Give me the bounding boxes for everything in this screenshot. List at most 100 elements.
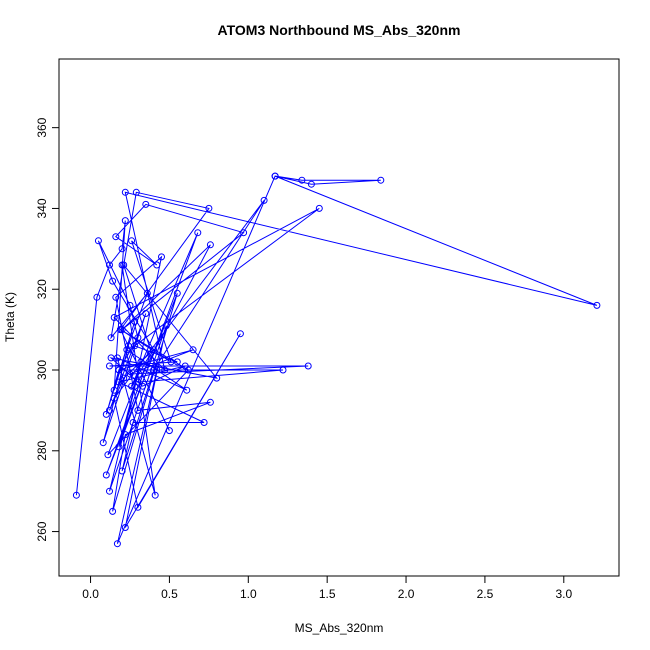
y-axis-label: Theta (K) [3, 292, 17, 342]
data-point [181, 362, 189, 370]
data-point [132, 188, 140, 196]
data-point [377, 176, 385, 184]
data-point [213, 374, 221, 382]
data-point [110, 386, 118, 394]
data-point [260, 196, 268, 204]
data-point [165, 427, 173, 435]
data-point [128, 382, 136, 390]
data-point [189, 346, 197, 354]
data-point [142, 310, 150, 317]
data-point [115, 366, 123, 374]
data-point [137, 358, 145, 366]
chart-title: ATOM3 Northbound MS_Abs_320nm [218, 22, 461, 38]
data-point [115, 378, 123, 386]
data-point [121, 188, 129, 196]
x-tick-label: 0.0 [82, 587, 99, 601]
data-point [183, 386, 191, 394]
data-point [121, 524, 129, 531]
plot-frame [58, 58, 620, 577]
data-point [99, 439, 107, 447]
data-point [113, 540, 121, 548]
data-point [118, 261, 126, 269]
data-point [150, 366, 158, 374]
data-point [134, 503, 142, 511]
data-point [118, 245, 126, 253]
data-point [104, 451, 112, 459]
data-point [158, 253, 165, 261]
data-point [147, 350, 154, 358]
series-points [72, 172, 601, 548]
data-point [93, 293, 101, 301]
y-tick-label: 360 [35, 117, 49, 137]
x-axis-label: MS_Abs_320nm [295, 621, 384, 635]
x-axis: 0.0 0.5 1.0 1.5 2.0 2.5 3.0 [82, 576, 572, 601]
data-point [106, 406, 113, 414]
data-point [118, 467, 126, 475]
x-tick-label: 0.5 [161, 587, 178, 601]
data-point [162, 322, 170, 330]
data-point [72, 491, 80, 499]
data-point [206, 241, 214, 249]
data-point [115, 443, 123, 451]
data-point [134, 378, 142, 386]
data-point [142, 200, 150, 208]
data-point [131, 318, 139, 325]
data-point [271, 172, 279, 180]
data-point [139, 382, 147, 390]
data-point [304, 362, 312, 370]
y-tick-label: 280 [35, 440, 49, 460]
data-point [167, 358, 175, 366]
data-point [205, 204, 213, 212]
data-point [107, 334, 115, 342]
x-tick-label: 1.0 [240, 587, 257, 601]
data-point [106, 487, 113, 495]
y-tick-label: 260 [35, 521, 49, 541]
y-axis: 260 280 300 320 340 360 [35, 117, 59, 542]
y-tick-label: 340 [35, 198, 49, 218]
data-point [307, 180, 315, 188]
data-point [236, 330, 244, 338]
data-point [126, 301, 134, 309]
data-point [109, 507, 117, 515]
data-point [120, 374, 128, 382]
data-point [134, 334, 142, 342]
data-point [121, 431, 129, 439]
data-point [298, 176, 306, 184]
data-point [131, 342, 139, 350]
data-point [112, 293, 120, 301]
series-lines [75, 175, 598, 544]
data-point [173, 289, 181, 297]
data-point [200, 419, 208, 426]
data-point [106, 362, 113, 370]
data-point [161, 366, 169, 374]
data-point [206, 398, 214, 406]
data-point [315, 204, 323, 212]
data-point [279, 366, 287, 374]
data-point [94, 237, 102, 245]
data-point [240, 229, 248, 237]
data-point [153, 366, 161, 374]
data-point [129, 419, 137, 426]
data-point [110, 314, 118, 321]
y-tick-label: 320 [35, 279, 49, 299]
x-tick-label: 2.0 [398, 587, 415, 601]
data-point [117, 326, 124, 334]
data-point [106, 261, 113, 269]
data-point [102, 471, 110, 479]
data-point [143, 289, 151, 297]
y-tick-label: 300 [35, 360, 49, 380]
data-point [109, 277, 117, 285]
data-point [194, 229, 202, 237]
data-point [110, 394, 118, 402]
data-point [593, 301, 601, 309]
data-point [151, 491, 159, 499]
data-point [121, 217, 129, 225]
x-tick-label: 2.5 [477, 587, 494, 601]
data-point [123, 346, 131, 354]
x-tick-label: 1.5 [319, 587, 336, 601]
data-point [134, 406, 142, 414]
data-point [126, 370, 134, 378]
data-point [128, 237, 136, 245]
